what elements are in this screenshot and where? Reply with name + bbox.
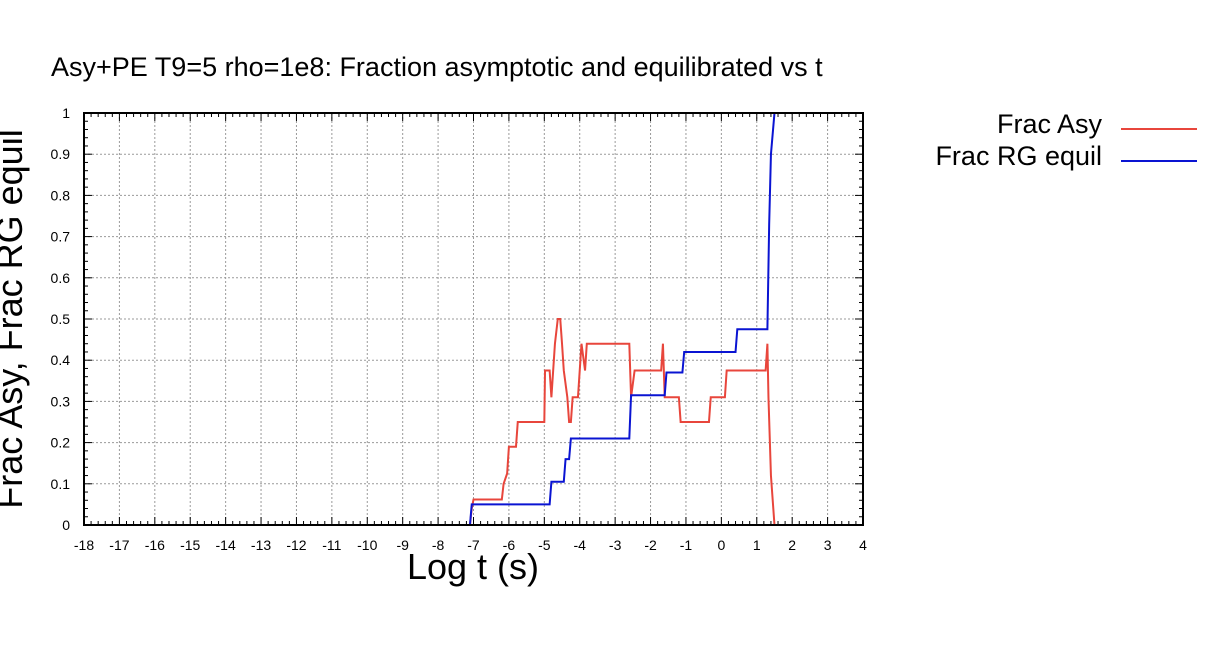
x-tick-label: -7 [467, 537, 480, 553]
x-tick-label: 3 [824, 537, 832, 553]
series-line-frac-asy [468, 318, 776, 526]
y-tick-label: 0 [62, 517, 70, 533]
legend-label: Frac RG equil [935, 141, 1102, 171]
x-tick-label: -8 [432, 537, 445, 553]
y-tick-label: 1 [62, 105, 70, 121]
plot-frame [83, 112, 864, 526]
x-tick-labels: -18 -17 -16 -15 -14 -13 -12 -11 -10 -9 -8 -7 -6 -5 -4-… [74, 537, 867, 553]
x-tick-label: 0 [717, 537, 725, 553]
x-tick-label: -13 [251, 537, 271, 553]
y-tick-label: 0.2 [51, 435, 71, 451]
y-tick-label: 0.6 [51, 270, 71, 286]
x-tick-label: -11 [322, 537, 341, 553]
y-tick-labels: 0 0.1 0.2 0.3 0.4 0.5 0.6 0.7 0.8 0.9 1 [51, 105, 71, 533]
grid [84, 113, 863, 525]
x-tick-label: 4 [859, 537, 867, 553]
x-tick-label: -10 [357, 537, 377, 553]
x-tick-label: -1 [680, 537, 693, 553]
y-tick-label: 0.8 [51, 187, 71, 203]
chart-title: Asy+PE T9=5 rho=1e8: Fraction asymptotic… [51, 52, 823, 82]
x-axis-label: Log t (s) [407, 546, 539, 587]
y-tick-label: 0.7 [51, 229, 71, 245]
x-tick-label: -5 [538, 537, 551, 553]
x-tick-label: -3 [609, 537, 622, 553]
y-tick-label: 0.5 [51, 311, 71, 327]
y-tick-label: 0.9 [51, 146, 71, 162]
x-tick-label: -15 [180, 537, 200, 553]
x-tick-label: 2 [788, 537, 796, 553]
series-lines [468, 112, 776, 526]
x-tick-label: -4 [574, 537, 587, 553]
y-tick-label: 0.4 [51, 352, 71, 368]
x-tick-label: -2 [644, 537, 657, 553]
x-tick-label: 1 [753, 537, 761, 553]
x-tick-label: -18 [74, 537, 94, 553]
legend-label: Frac Asy [997, 109, 1103, 139]
x-tick-label: -6 [503, 537, 516, 553]
x-tick-label: -12 [286, 537, 306, 553]
y-tick-label: 0.3 [51, 393, 71, 409]
series-line-frac-rg-equil [468, 112, 776, 526]
y-tick-label: 0.1 [51, 476, 71, 492]
x-tick-label: -17 [109, 537, 129, 553]
x-tick-label: -9 [396, 537, 409, 553]
x-tick-label: -16 [145, 537, 165, 553]
y-axis-label: Frac Asy, Frac RG equil [0, 129, 30, 508]
x-tick-label: -14 [216, 537, 236, 553]
